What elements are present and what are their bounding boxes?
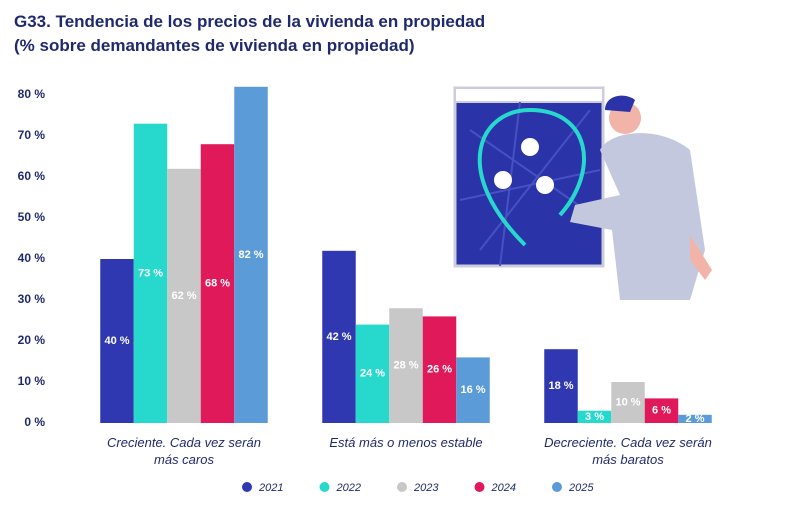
value-label: 62 % [171, 290, 196, 302]
value-label: 42 % [326, 331, 351, 343]
legend-marker [474, 482, 485, 492]
x-tick-label: Decreciente. Cada vez serán más baratos [544, 435, 712, 467]
chart-subtitle: (% sobre demandantes de vivienda en prop… [14, 36, 415, 55]
y-tick-label: 10 % [18, 374, 46, 388]
x-tick-label: Creciente. Cada vez serán más caros [107, 435, 261, 467]
legend-label: 2023 [413, 482, 439, 494]
bar [355, 324, 390, 423]
bar [678, 414, 712, 423]
value-label: 16 % [460, 384, 485, 396]
y-tick-label: 80 % [18, 87, 46, 101]
legend-marker [242, 482, 252, 492]
illustration [453, 86, 712, 300]
bar [422, 316, 457, 423]
value-label: 40 % [104, 335, 129, 347]
y-tick-label: 20 % [18, 333, 46, 347]
legend-label: 2025 [568, 482, 594, 494]
bar [167, 168, 201, 423]
value-label: 26 % [427, 364, 452, 376]
bar [644, 398, 679, 423]
x-tick-label: Está más o menos estable [329, 435, 483, 450]
value-label: 18 % [548, 380, 573, 392]
legend-marker [397, 482, 407, 492]
y-tick-label: 60 % [18, 169, 46, 183]
value-label: 10 % [615, 396, 640, 408]
value-label: 28 % [393, 360, 418, 372]
bar [100, 259, 134, 423]
bar [389, 308, 423, 423]
bar [234, 86, 268, 424]
value-label: 68 % [205, 278, 230, 290]
y-tick-label: 50 % [18, 210, 46, 224]
bar [611, 382, 645, 423]
legend-label: 2024 [491, 482, 516, 494]
bar [200, 144, 235, 423]
value-label: 73 % [138, 267, 163, 279]
y-tick-label: 70 % [18, 128, 46, 142]
bar [133, 123, 168, 423]
chart-title: G33. Tendencia de los precios de la vivi… [14, 12, 486, 31]
legend-marker [552, 482, 562, 492]
legend-label: 2022 [336, 482, 361, 494]
value-label: 24 % [360, 368, 385, 380]
legend-label: 2021 [258, 482, 283, 494]
bar [322, 250, 356, 423]
y-tick-label: 0 % [24, 415, 45, 429]
y-tick-label: 30 % [18, 292, 46, 306]
bar [456, 357, 490, 423]
bar [577, 410, 612, 423]
legend-marker [319, 482, 330, 492]
value-label: 82 % [238, 249, 263, 261]
y-tick-label: 40 % [18, 251, 46, 265]
value-label: 2 % [686, 413, 705, 425]
bar [544, 349, 578, 423]
value-label: 6 % [652, 405, 671, 417]
value-label: 3 % [585, 411, 604, 423]
